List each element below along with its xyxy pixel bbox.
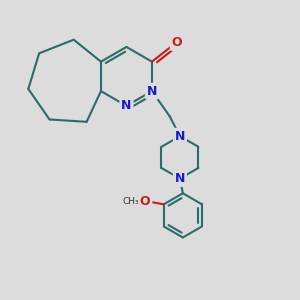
Text: N: N (147, 85, 157, 98)
Text: O: O (140, 195, 151, 208)
Text: N: N (175, 130, 185, 143)
Text: O: O (172, 36, 182, 49)
Text: N: N (175, 172, 185, 185)
Text: CH₃: CH₃ (122, 197, 139, 206)
Text: N: N (121, 99, 132, 112)
